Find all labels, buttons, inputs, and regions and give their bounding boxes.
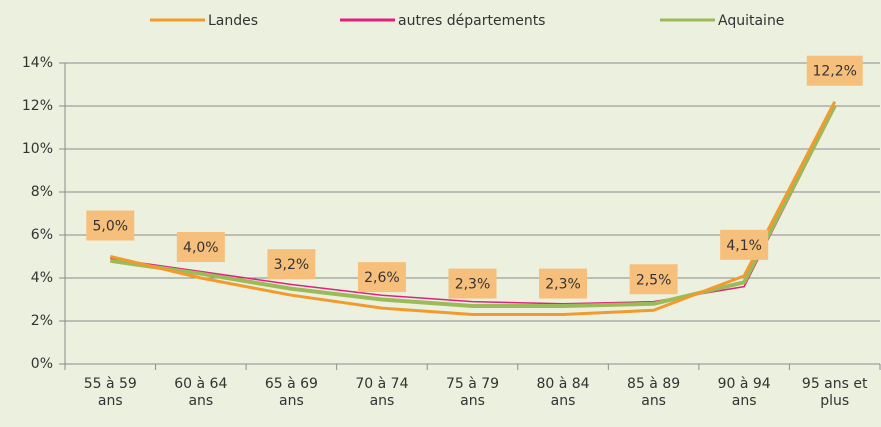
value-label: 2,5% (636, 272, 672, 288)
legend-label: Aquitaine (718, 13, 784, 29)
value-label: 12,2% (812, 64, 856, 80)
y-tick-label: 10% (22, 141, 53, 157)
series-line (110, 107, 836, 305)
value-label-box (806, 55, 863, 86)
series-line (109, 101, 837, 317)
value-label-box (448, 268, 497, 299)
value-label-box (539, 268, 588, 299)
value-label-box (176, 232, 225, 262)
value-label-box (267, 249, 316, 280)
value-label-box (357, 262, 406, 293)
value-label: 4,1% (726, 238, 762, 254)
value-label-box (629, 264, 678, 295)
y-tick-label: 4% (31, 270, 53, 286)
series-line (109, 105, 837, 308)
legend-label: Landes (208, 13, 258, 29)
x-tick-label: 95 ans et plus (801, 376, 868, 409)
y-tick-label: 12% (22, 98, 53, 114)
y-tick-label: 2% (31, 313, 53, 329)
x-tick-label: 55 à 59 ans (83, 376, 137, 409)
legend-label: autres départements (398, 13, 545, 29)
value-label-box (720, 229, 769, 260)
y-tick-label: 6% (31, 227, 53, 243)
y-tick-label: 14% (22, 55, 53, 71)
x-tick-label: 65 à 69 ans (264, 376, 318, 409)
value-label: 5,0% (92, 219, 128, 235)
x-tick-label: 80 à 84 ans (536, 376, 590, 409)
value-label: 2,3% (545, 277, 581, 293)
value-label: 3,2% (274, 257, 310, 273)
y-tick-label: 8% (31, 184, 53, 200)
value-label-box (86, 210, 135, 241)
x-tick-label: 85 à 89 ans (627, 376, 681, 409)
x-tick-label: 60 à 64 ans (174, 376, 228, 409)
value-label: 2,3% (455, 277, 491, 293)
x-tick-label: 70 à 74 ans (355, 376, 409, 409)
x-tick-label: 90 à 94 ans (717, 376, 771, 409)
value-label: 4,0% (183, 240, 219, 256)
x-tick-label: 75 à 79 ans (445, 376, 500, 409)
y-tick-label: 0% (31, 356, 53, 372)
value-label: 2,6% (364, 270, 400, 286)
